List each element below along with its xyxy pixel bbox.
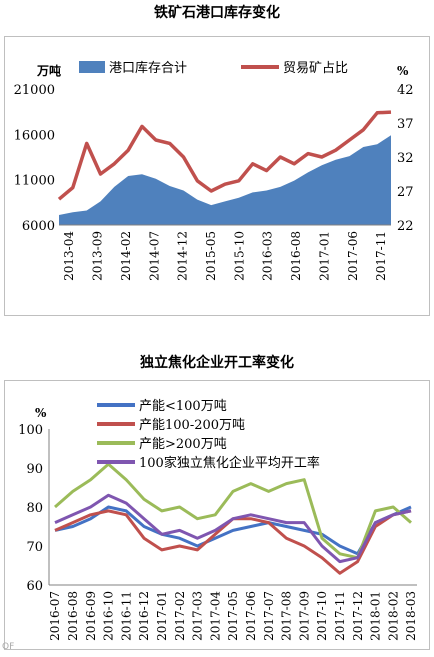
- chart1-x-tick-label: 2017-01: [317, 231, 331, 281]
- chart2-legend-label-0: 产能<100万吨: [139, 399, 227, 414]
- chart2-x-tick-label: 2017-10: [315, 591, 329, 641]
- chart1-left-tick-label: 11000: [14, 174, 55, 189]
- chart1-left-tick-label: 6000: [22, 219, 55, 234]
- chart1-x-tick-label: 2017-11: [374, 231, 388, 281]
- chart2-panel: % 60 70 80 90 100 产能<100万吨产能100-200万吨 产能>200万吨 1…: [4, 380, 430, 650]
- chart1-svg: 万吨 % 港口库存合计 贸易矿占比 6000 11000 16000 21000 22 27 32 3…: [14, 60, 414, 281]
- chart2-x-tick-label: 2016-08: [66, 591, 80, 641]
- chart2-title: 独立焦化企业开工率变化: [140, 355, 294, 371]
- chart2-y-unit: %: [35, 406, 47, 420]
- chart2-legend-label-3: 100家独立焦化企业平均开工率: [139, 455, 320, 471]
- chart1-panel: 万吨% 港口库存合计 贸易矿占比 6000 11000 16000 21000 22 27 32 3…: [4, 36, 430, 316]
- chart2-x-tick-label: 2017-08: [280, 591, 294, 641]
- chart2-x-tick-label: 2017-09: [297, 591, 311, 641]
- chart2-x-tick-label: 2018-03: [404, 591, 418, 641]
- chart1-x-tick-label: 2014-02: [119, 231, 133, 281]
- chart1-x-tick-label: 2016-08: [289, 231, 303, 281]
- chart2-x-tick-label: 2017-06: [244, 591, 258, 641]
- chart2-x-tick-label: 2016-07: [48, 591, 62, 641]
- chart1-right-unit: %: [397, 64, 409, 78]
- chart1-line-share: [57, 110, 392, 201]
- chart2-x-tick-label: 2017-02: [173, 591, 187, 641]
- chart2-x-tick-label: 2017-03: [191, 591, 205, 641]
- chart1-right-tick-label: 22: [397, 219, 414, 234]
- chart2-x-tick-label: 2018-02: [386, 591, 400, 641]
- chart2-y-tick-label: 100: [18, 423, 43, 438]
- chart2-x-tick-label: 2017-11: [333, 591, 347, 641]
- chart1-left-tick-label: 16000: [14, 128, 55, 143]
- chart2-legend-label-2: 产能>200万吨: [139, 437, 227, 452]
- chart2-x-tick-label: 2016-11: [119, 591, 133, 641]
- chart2-x-tick-label: 2016-09: [84, 591, 98, 641]
- chart1-x-tick-label: 2015-05: [204, 231, 218, 281]
- chart2-legend-label-1: 产能100-200万吨: [139, 418, 245, 433]
- chart2-y-tick-label: 80: [26, 501, 43, 516]
- chart2-y-tick-label: 70: [26, 540, 43, 555]
- chart1-x-tick-label: 2014-12: [176, 231, 190, 281]
- chart1-left-unit: 万吨: [36, 63, 61, 78]
- chart1-x-tick-label: 2015-10: [232, 231, 246, 281]
- chart2-x-tick-label: 2017-01: [155, 591, 169, 641]
- chart2-line-series-2: [54, 462, 412, 560]
- chart1-title: 铁矿石港口库存变化: [154, 5, 280, 21]
- chart1-right-tick-label: 37: [397, 117, 414, 132]
- chart1-x-tick-label: 2014-07: [147, 231, 161, 281]
- chart1-x-tick-label: 2016-03: [261, 231, 275, 281]
- chart2-x-tick-label: 2017-12: [351, 591, 365, 641]
- chart2-x-tick-label: 2017-05: [226, 591, 240, 641]
- chart1-x-tick-label: 2013-09: [91, 231, 105, 281]
- chart2-x-tick-label: 2017-07: [262, 591, 276, 641]
- chart2-line-series-3: [54, 493, 412, 564]
- chart2-x-tick-label: 2017-04: [208, 591, 222, 641]
- chart2-x-tick-label: 2018-01: [369, 591, 383, 641]
- chart1-legend-label-inventory: 港口库存合计: [109, 60, 187, 76]
- chart2-line-series-0: [54, 505, 412, 556]
- chart2-x-tick-label: 2016-12: [137, 591, 151, 641]
- chart1-right-tick-label: 32: [397, 151, 414, 166]
- chart1-right-tick-label: 42: [397, 83, 414, 98]
- chart1-area-inventory: [59, 135, 391, 225]
- chart2-y-tick-label: 90: [26, 462, 43, 477]
- chart1-legend-label-share: 贸易矿占比: [283, 61, 348, 76]
- chart1-legend-swatch-inventory: [79, 61, 105, 73]
- chart2-x-tick-label: 2016-10: [102, 591, 116, 641]
- watermark: OF: [2, 642, 15, 652]
- chart1-x-tick-label: 2013-04: [62, 231, 76, 281]
- chart2-y-tick-label: 60: [26, 579, 43, 594]
- chart1-left-tick-label: 21000: [14, 83, 55, 98]
- chart1-x-tick-label: 2017-06: [346, 231, 360, 281]
- chart1-right-tick-label: 27: [397, 185, 414, 200]
